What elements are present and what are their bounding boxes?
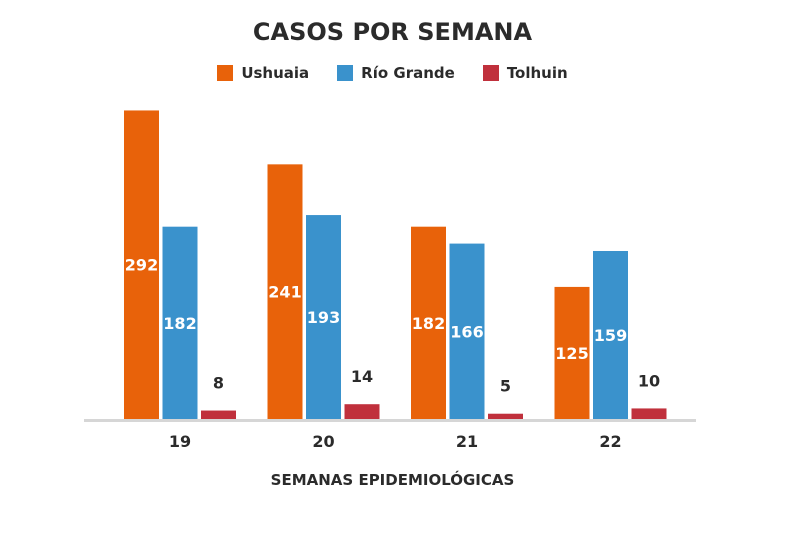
legend-swatch-rio-grande	[337, 65, 354, 81]
bar-rio-grande-19	[162, 226, 198, 419]
bar-ushuaia-19	[124, 110, 159, 419]
data-label-tolhuin-22: 10	[638, 371, 660, 390]
bar-ushuaia-21	[411, 226, 446, 419]
x-axis-label: SEMANAS EPIDEMIOLÓGICAS	[270, 471, 515, 489]
bar-tolhuin-20	[344, 404, 380, 419]
data-label-ushuaia-20: 241	[268, 283, 301, 302]
data-label-tolhuin-21: 5	[500, 377, 511, 396]
legend-swatch-ushuaia	[217, 65, 234, 81]
bar-rio-grande-22	[593, 250, 628, 419]
data-label-rio-grande-19: 182	[163, 314, 196, 333]
legend-label-rio-grande: Río Grande	[361, 64, 455, 82]
legend-swatch-tolhuin	[482, 65, 499, 81]
data-label-rio-grande-20: 193	[307, 308, 340, 327]
legend-item-ushuaia: Ushuaia	[217, 64, 309, 82]
data-label-tolhuin-19: 8	[213, 374, 224, 393]
bar-rio-grande-21	[449, 243, 485, 419]
bar-tolhuin-19	[201, 410, 236, 419]
legend-label-tolhuin: Tolhuin	[506, 64, 568, 82]
bar-tolhuin-22	[631, 408, 667, 419]
legend-label-ushuaia: Ushuaia	[241, 64, 310, 82]
bar-ushuaia-22	[554, 286, 590, 419]
x-tick-label-19: 19	[169, 432, 191, 451]
legend-item-rio-grande: Río Grande	[337, 64, 455, 82]
bar-tolhuin-21	[488, 413, 523, 419]
bar-rio-grande-20	[306, 215, 341, 419]
data-label-ushuaia-22: 125	[555, 344, 588, 363]
data-label-rio-grande-21: 166	[450, 322, 483, 341]
bar-ushuaia-20	[267, 164, 303, 419]
x-tick-label-21: 21	[456, 432, 478, 451]
legend-item-tolhuin: Tolhuin	[482, 64, 568, 82]
x-tick-label-22: 22	[599, 432, 621, 451]
x-axis-baseline	[84, 419, 696, 422]
x-tick-label-20: 20	[312, 432, 334, 451]
data-label-ushuaia-19: 292	[125, 256, 158, 275]
chart-title: CASOS POR SEMANA	[252, 18, 533, 46]
data-label-rio-grande-22: 159	[594, 326, 627, 345]
data-label-tolhuin-20: 14	[351, 367, 373, 386]
data-label-ushuaia-21: 182	[412, 314, 445, 333]
chart-legend: Ushuaia Río Grande Tolhuin	[0, 64, 785, 82]
